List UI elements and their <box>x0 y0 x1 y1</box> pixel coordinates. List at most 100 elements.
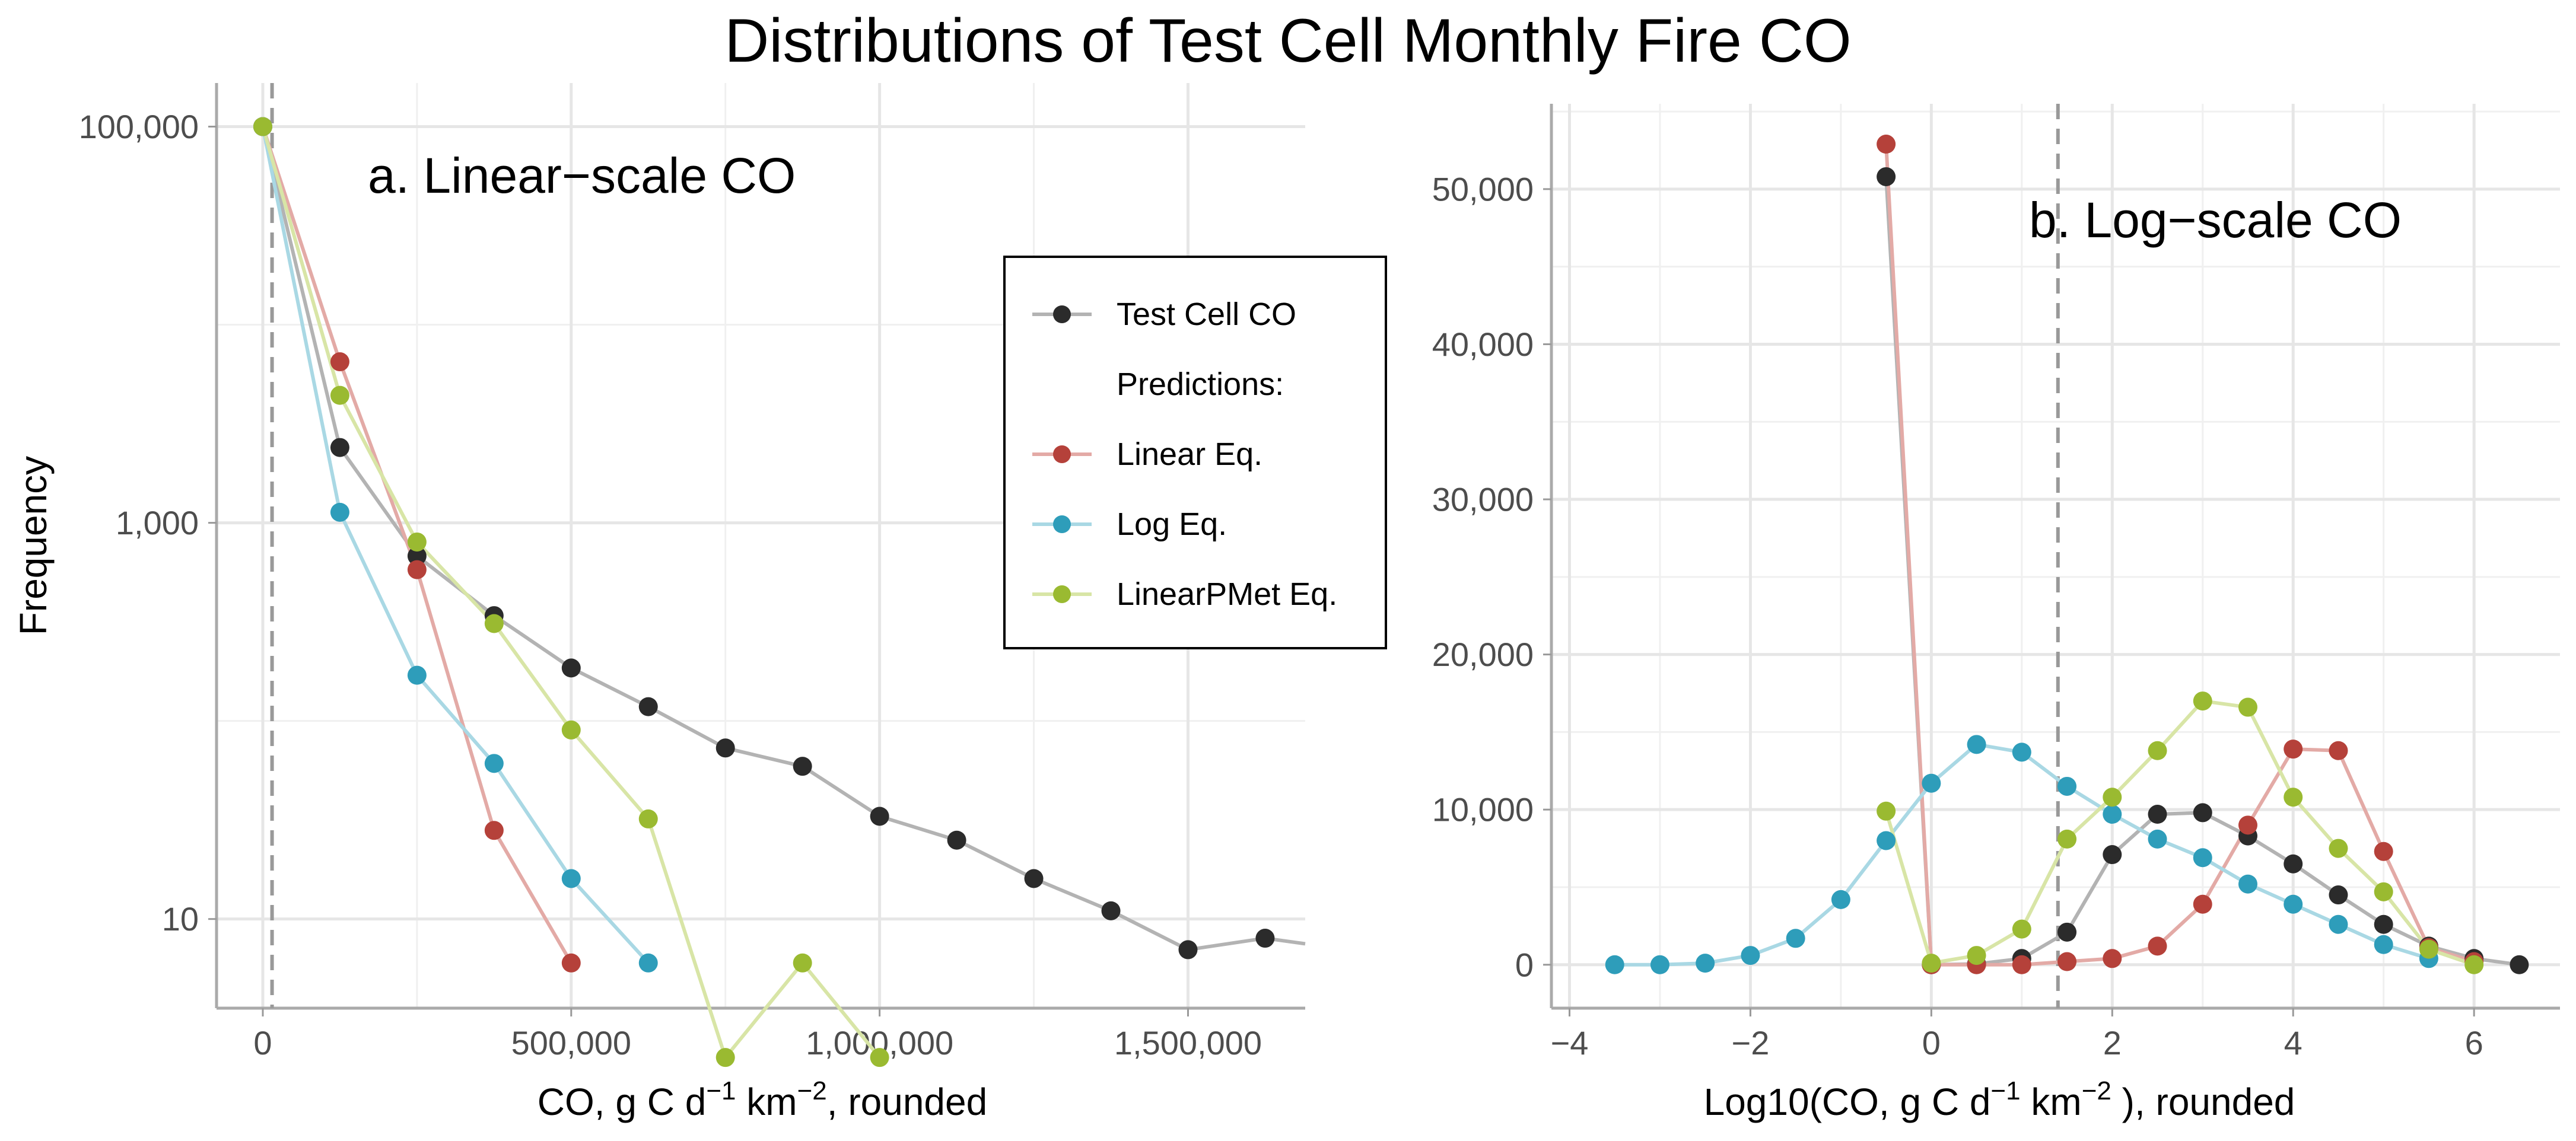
point-linearpmet-eq <box>793 953 812 973</box>
point-linearpmet-eq <box>715 1048 735 1067</box>
x-tick-label: 500,000 <box>511 1024 631 1062</box>
point-log-eq <box>638 953 658 973</box>
point-test-cell-co <box>1877 167 1896 186</box>
legend-item-test-cell: Test Cell CO <box>1032 297 1296 332</box>
point-test-cell-co <box>715 738 735 758</box>
point-log-eq <box>1967 735 1986 754</box>
point-linear-eq <box>2374 842 2393 861</box>
y-tick-label: 10,000 <box>1432 791 1534 828</box>
panel-a-x-axis-label: CO, g C d−1 km−2, rounded <box>538 1076 987 1123</box>
point-linearpmet-eq <box>253 117 272 136</box>
point-test-cell-co <box>2510 955 2529 974</box>
point-linearpmet-eq <box>484 614 504 633</box>
point-linear-eq <box>484 821 504 840</box>
point-test-cell-co <box>2103 845 2122 865</box>
legend-marker <box>1053 305 1071 323</box>
panel-b-x-axis-label: Log10(CO, g C d−1 km−2 ), rounded <box>1704 1076 2295 1123</box>
point-test-cell-co <box>2148 805 2167 824</box>
point-log-eq <box>2284 894 2303 914</box>
point-linear-eq <box>561 953 581 973</box>
panel-b-log-scale: −4 −2 0 2 4 6010,00020,00030,00040,00050,000 … <box>1432 104 2560 1123</box>
legend-item-log-eq: Log Eq. <box>1032 506 1227 542</box>
point-linearpmet-eq <box>407 532 427 552</box>
point-test-cell-co <box>1101 901 1121 920</box>
point-log-eq <box>407 665 427 685</box>
point-log-eq <box>561 869 581 888</box>
y-tick-label: 40,000 <box>1432 326 1534 363</box>
svg-text:LinearPMet Eq.: LinearPMet Eq. <box>1117 576 1337 612</box>
series-line-log-eq <box>261 126 650 964</box>
point-test-cell-co <box>870 807 889 826</box>
legend-marker <box>1053 445 1071 463</box>
x-tick-label: 1,500,000 <box>1114 1024 1262 1062</box>
point-linear-eq <box>2148 936 2167 956</box>
point-test-cell-co <box>1255 929 1275 948</box>
point-linear-eq <box>407 560 427 579</box>
point-linearpmet-eq <box>1967 946 1986 965</box>
x-tick-label: 0 <box>253 1024 272 1062</box>
point-linear-eq <box>2284 740 2303 759</box>
point-log-eq <box>330 502 349 522</box>
y-tick-label: 0 <box>1515 946 1534 983</box>
point-log-eq <box>1786 929 1805 948</box>
point-test-cell-co <box>561 658 581 678</box>
svg-text:Predictions:: Predictions: <box>1117 366 1284 402</box>
point-linear-eq <box>2193 894 2212 914</box>
point-log-eq <box>2103 805 2122 824</box>
legend-marker <box>1053 585 1071 603</box>
svg-text:Log Eq.: Log Eq. <box>1117 506 1227 542</box>
point-linearpmet-eq <box>870 1048 889 1067</box>
point-test-cell-co <box>2374 914 2393 934</box>
point-test-cell-co <box>638 697 658 716</box>
point-linearpmet-eq <box>2284 788 2303 807</box>
point-linearpmet-eq <box>2103 788 2122 807</box>
point-linear-eq <box>2012 955 2031 974</box>
panel-a-axes <box>215 83 1305 1010</box>
legend-marker <box>1053 515 1071 533</box>
svg-text:Test Cell CO: Test Cell CO <box>1117 297 1296 332</box>
x-tick-label: −4 <box>1551 1024 1589 1062</box>
panel-a-subtitle: a. Linear−scale CO <box>368 148 796 203</box>
point-log-eq <box>2374 935 2393 954</box>
point-log-eq <box>1741 946 1760 965</box>
point-log-eq <box>1877 831 1896 850</box>
point-linearpmet-eq <box>1922 954 1941 973</box>
y-tick-label: 1,000 <box>116 504 199 541</box>
y-tick-label: 20,000 <box>1432 636 1534 673</box>
legend-item-predictions-header: Predictions: <box>1117 366 1284 402</box>
point-test-cell-co <box>2057 922 2077 942</box>
point-linearpmet-eq <box>638 809 658 828</box>
point-linearpmet-eq <box>2193 691 2212 711</box>
point-log-eq <box>1650 955 1669 974</box>
panel-a-y-axis-label: Frequency <box>12 456 55 635</box>
panel-b-ticks: −4 −2 0 2 4 6 0 10,000 20,000 30,000 40,000 50,000 <box>1432 170 2483 1062</box>
point-linear-eq <box>1877 135 1896 154</box>
x-tick-label: 4 <box>2284 1024 2303 1062</box>
chart-title: Distributions of Test Cell Monthly Fire … <box>724 7 1852 75</box>
point-linearpmet-eq <box>1877 801 1896 821</box>
point-linearpmet-eq <box>2012 919 2031 939</box>
point-log-eq <box>1922 773 1941 793</box>
point-test-cell-co <box>1024 869 1044 888</box>
legend-item-linearpmet-eq: LinearPMet Eq. <box>1032 576 1337 612</box>
point-linear-eq <box>330 352 349 372</box>
point-test-cell-co <box>1178 940 1198 960</box>
point-test-cell-co <box>793 757 812 776</box>
legend-item-linear-eq: Linear Eq. <box>1032 436 1262 472</box>
point-log-eq <box>1696 954 1715 973</box>
point-test-cell-co <box>2329 885 2348 905</box>
x-tick-label: 0 <box>1922 1024 1941 1062</box>
point-log-eq <box>2012 742 2031 762</box>
x-tick-label: 6 <box>2465 1024 2483 1062</box>
point-test-cell-co <box>330 438 349 457</box>
x-tick-label: −2 <box>1731 1024 1769 1062</box>
point-log-eq <box>2238 874 2257 894</box>
panel-a-series <box>253 117 1306 1067</box>
point-linearpmet-eq <box>2374 882 2393 901</box>
panel-b-subtitle: b. Log−scale CO <box>2029 192 2402 248</box>
point-linearpmet-eq <box>2464 955 2484 974</box>
y-tick-label: 30,000 <box>1432 481 1534 518</box>
point-test-cell-co <box>947 830 966 850</box>
point-linearpmet-eq <box>561 720 581 740</box>
